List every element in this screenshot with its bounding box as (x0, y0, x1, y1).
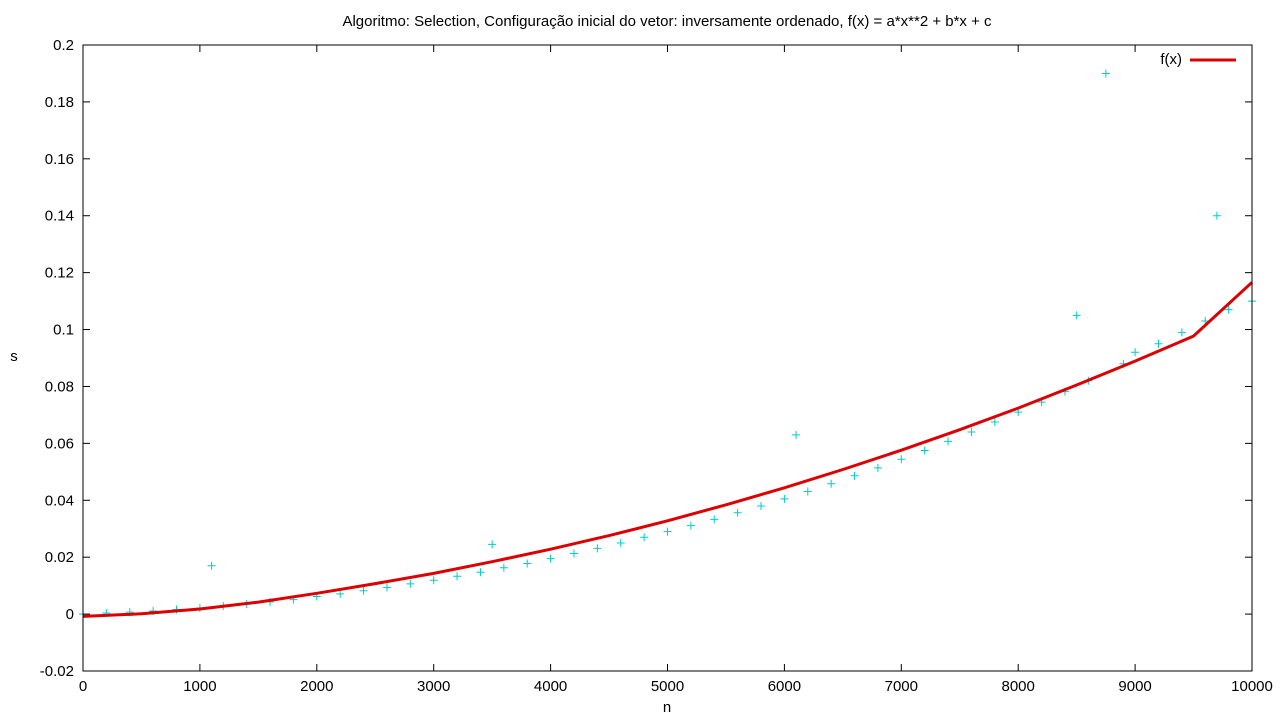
data-point (488, 540, 497, 549)
data-point (499, 563, 508, 572)
data-point (1101, 69, 1110, 78)
x-tick-label: 5000 (651, 678, 684, 695)
data-point (429, 576, 438, 585)
data-point (686, 521, 695, 530)
x-tick-label: 7000 (885, 678, 918, 695)
data-point (873, 463, 882, 472)
y-axis-label: s (10, 348, 18, 365)
data-point (897, 455, 906, 464)
y-tick-label: 0.12 (45, 265, 74, 282)
data-point (967, 427, 976, 436)
legend-label: f(x) (1160, 51, 1182, 68)
data-point (593, 544, 602, 553)
y-tick-label: 0.2 (53, 37, 74, 54)
data-point (792, 430, 801, 439)
data-point (663, 527, 672, 536)
data-point (1072, 311, 1081, 320)
data-point (1177, 328, 1186, 337)
x-axis-label: n (663, 699, 671, 716)
data-point (827, 479, 836, 488)
data-point (1131, 348, 1140, 357)
x-axis: 0 1000 2000 3000 4000 5000 6000 7000 8000 9000 100… (79, 45, 1273, 695)
data-point (1212, 211, 1221, 220)
x-tick-label: 9000 (1118, 678, 1151, 695)
x-tick-label: 1000 (183, 678, 216, 695)
data-point (944, 437, 953, 446)
x-tick-label: 3000 (417, 678, 450, 695)
fit-line-fx (82, 281, 1254, 618)
data-point (207, 561, 216, 570)
data-point (640, 533, 649, 542)
data-point (757, 501, 766, 510)
y-tick-label: 0.16 (45, 151, 74, 168)
data-point (780, 494, 789, 503)
data-point (336, 589, 345, 598)
data-point (920, 446, 929, 455)
data-point (382, 583, 391, 592)
y-tick-label: 0.1 (53, 322, 74, 339)
y-tick-label: 0 (66, 606, 74, 623)
data-point (546, 554, 555, 563)
x-tick-label: 0 (79, 678, 87, 695)
data-point (476, 568, 485, 577)
y-tick-label: 0.04 (45, 492, 74, 509)
data-point (406, 579, 415, 588)
plot-frame (82, 44, 1253, 672)
chart-title: Algoritmo: Selection, Configuração inici… (342, 13, 992, 30)
x-tick-label: 10000 (1231, 678, 1273, 695)
y-axis: -0.02 0 0.02 0.04 0.06 0.08 0.1 0.12 0.14 0.16 0.1… (40, 37, 1252, 680)
data-point (803, 487, 812, 496)
y-tick-label: 0.18 (45, 94, 74, 111)
x-tick-label: 2000 (300, 678, 333, 695)
fit-line-layer (82, 281, 1254, 618)
x-tick-label: 8000 (1002, 678, 1035, 695)
legend: f(x) (1160, 51, 1236, 68)
data-point (990, 418, 999, 427)
scatter-points (79, 69, 1256, 619)
data-point (523, 559, 532, 568)
data-point (733, 508, 742, 517)
data-point (359, 586, 368, 595)
data-point (1224, 305, 1233, 314)
data-point (453, 572, 462, 581)
x-tick-label: 4000 (534, 678, 567, 695)
x-tick-label: 6000 (768, 678, 801, 695)
y-tick-label: 0.08 (45, 378, 74, 395)
y-tick-label: 0.06 (45, 435, 74, 452)
data-point (569, 549, 578, 558)
data-point (616, 538, 625, 547)
data-point (850, 471, 859, 480)
y-tick-label: 0.14 (45, 208, 74, 225)
y-tick-label: -0.02 (40, 663, 74, 680)
y-tick-label: 0.02 (45, 549, 74, 566)
data-point (1154, 339, 1163, 348)
data-point (710, 515, 719, 524)
